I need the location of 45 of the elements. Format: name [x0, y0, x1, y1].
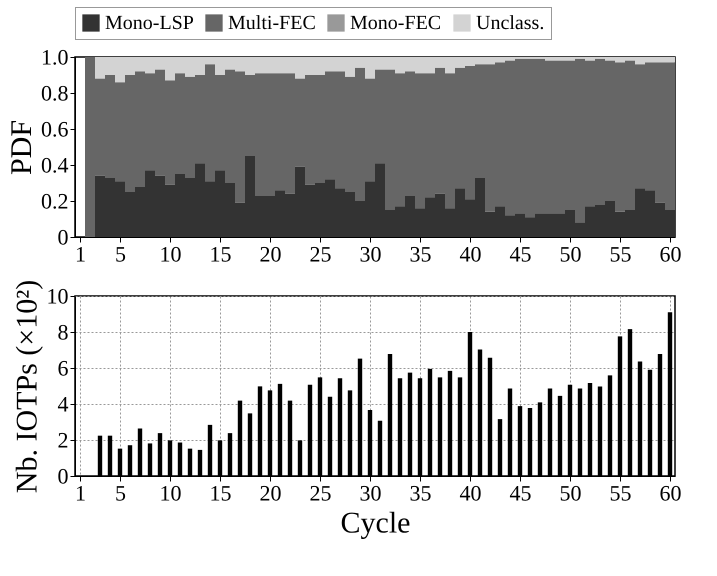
legend-label: Multi-FEC — [228, 12, 316, 34]
x-tick-label: 50 — [560, 480, 582, 506]
x-tick-label: 30 — [360, 480, 382, 506]
y-tick-label: 0 — [58, 464, 68, 488]
x-tick-label: 35 — [410, 480, 432, 506]
x-tick-label: 45 — [510, 242, 532, 266]
y-tick-label: 0.2 — [41, 188, 68, 214]
x-tick-label: 25 — [310, 242, 332, 266]
x-tick-label: 45 — [510, 480, 532, 506]
y-axis-title: PDF — [5, 120, 38, 176]
x-tick-label: 5 — [115, 242, 126, 266]
x-tick-label: 5 — [115, 480, 126, 506]
legend-label: Unclass. — [476, 12, 544, 34]
x-tick-label: 40 — [460, 242, 482, 266]
x-tick-label: 10 — [160, 242, 182, 266]
x-tick-label: 55 — [610, 480, 632, 506]
x-tick-label: 25 — [310, 480, 332, 506]
x-tick-label: 20 — [260, 480, 282, 506]
y-tick-label: 10 — [46, 284, 68, 308]
y-axis-title: Nb. IOTPs (×10²) — [10, 280, 44, 494]
x-tick-label: 10 — [160, 480, 182, 506]
x-tick-label: 35 — [410, 242, 432, 266]
y-tick-label: 8 — [58, 320, 68, 344]
legend-label: Mono-FEC — [350, 12, 442, 34]
legend-label: Mono-LSP — [105, 12, 194, 34]
x-tick-label: 55 — [610, 242, 632, 266]
x-tick-label: 60 — [660, 480, 682, 506]
y-tick-label: 4 — [58, 392, 68, 416]
y-tick-label: 0.6 — [41, 116, 68, 142]
x-tick-label: 20 — [260, 242, 282, 266]
x-tick-label: 15 — [210, 480, 232, 506]
y-tick-label: 2 — [58, 428, 68, 452]
y-tick-label: 0.8 — [41, 80, 68, 106]
y-tick-label: 6 — [58, 356, 68, 380]
y-tick-label: 0 — [58, 224, 68, 250]
x-tick-label: 40 — [460, 480, 482, 506]
x-tick-label: 30 — [360, 242, 382, 266]
y-tick-label: 1.0 — [41, 44, 68, 70]
x-tick-label: 60 — [660, 242, 682, 266]
x-tick-label: 50 — [560, 242, 582, 266]
x-tick-label: 1 — [75, 242, 86, 266]
y-tick-label: 0.4 — [41, 152, 68, 178]
x-tick-label: 15 — [210, 242, 232, 266]
x-axis-title: Cycle — [340, 506, 410, 540]
x-tick-label: 1 — [75, 480, 86, 506]
